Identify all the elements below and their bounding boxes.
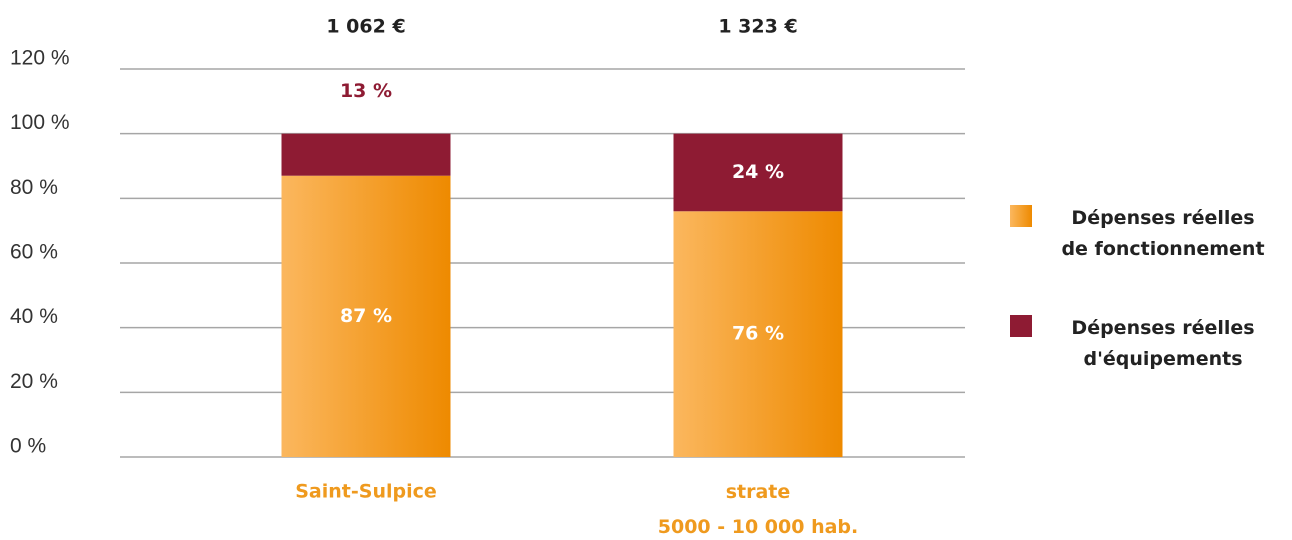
legend-label: Dépenses réelles de fonctionnement: [1061, 207, 1264, 260]
data-label: 76 %: [732, 323, 784, 345]
legend-swatch: [1010, 205, 1032, 227]
y-tick-label: 80 %: [10, 176, 58, 199]
y-tick-label: 40 %: [10, 305, 58, 328]
y-tick-label: 120 %: [10, 47, 70, 70]
x-tick-label: strate 5000 - 10 000 hab.: [658, 481, 859, 538]
y-tick-label: 100 %: [10, 111, 70, 134]
legend-swatch: [1010, 315, 1032, 337]
total-label: 1 323 €: [718, 16, 797, 38]
data-label: 87 %: [340, 305, 392, 327]
bar-segment: [281, 175, 451, 457]
x-tick-label: Saint-Sulpice: [295, 481, 437, 503]
bar-segment: [281, 133, 451, 176]
y-tick-label: 60 %: [10, 241, 58, 264]
data-label: 13 %: [340, 80, 392, 102]
data-label: 24 %: [732, 161, 784, 183]
bar-segment: [673, 211, 843, 457]
total-label: 1 062 €: [326, 16, 405, 38]
bar-segment: [673, 133, 843, 212]
y-tick-label: 0 %: [10, 435, 46, 458]
y-tick-label: 20 %: [10, 370, 58, 393]
legend-label: Dépenses réelles d'équipements: [1071, 317, 1254, 370]
